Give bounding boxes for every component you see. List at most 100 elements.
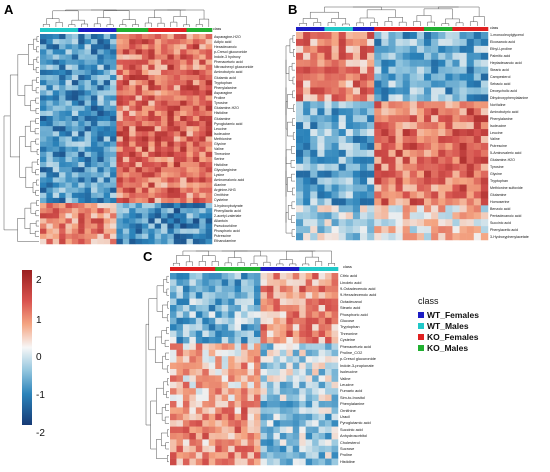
heatmap-cell [338,45,347,54]
row-label: Glucose [340,318,355,323]
heatmap-cell [52,172,60,178]
heatmap-cell [338,163,347,171]
heatmap-cell [345,101,354,109]
heatmap-cell [296,66,304,74]
heatmap-cell [154,100,162,106]
heatmap-cell [97,233,104,240]
heatmap-cell [318,298,326,306]
heatmap-cell [205,223,213,229]
heatmap-cell [40,177,47,183]
dendrogram-branch [35,189,39,196]
heatmap-cell [192,90,200,96]
heatmap-cell [352,73,361,81]
heatmap-cell [388,219,396,227]
heatmap-cell [273,317,281,325]
dendrogram-branch [35,67,39,73]
heatmap-cell [182,426,190,434]
row-label: Alanine [214,183,226,188]
heatmap-cell [208,317,216,325]
heatmap-cell [180,131,187,137]
heatmap-cell [388,163,396,171]
heatmap-cell [202,381,210,389]
heatmap-cell [312,292,319,299]
heatmap-cell [317,73,325,81]
heatmap-cell [97,59,104,65]
heatmap-cell [192,95,200,101]
class-bar-cell [286,267,294,271]
heatmap-cell [286,273,294,280]
class-bar-cell [296,27,304,31]
heatmap-cell [331,170,339,178]
heatmap-cell [388,129,396,137]
class-bar-cell [78,28,85,32]
heatmap-cell [325,362,332,370]
heatmap-cell [103,156,111,163]
heatmap-cell [318,458,326,466]
heatmap-cell [381,212,389,220]
row-label: Histidine [214,162,228,167]
heatmap-cell [310,191,318,199]
heatmap-cell [466,233,475,241]
heatmap-cell [305,394,313,402]
heatmap-cell [318,279,326,287]
row-label: Succinic acid [490,220,511,225]
heatmap-cell [367,212,375,220]
heatmap-cell [195,285,203,293]
heatmap-cell [299,273,306,280]
heatmap-cell [215,324,222,331]
heatmap-cell [438,52,446,60]
row-label: Ornithine [340,407,356,413]
row-label: Fumaric acid [340,388,363,394]
heatmap-cell [129,213,136,219]
heatmap-cell [345,52,354,60]
heatmap-cell [234,394,242,402]
heatmap-cell [46,105,53,112]
heatmap-cell [195,394,203,402]
heatmap-cell [260,394,268,402]
heatmap-cell [148,228,155,235]
heatmap-cell [431,226,439,234]
heatmap-cell [473,129,482,137]
heatmap-cell [199,167,206,173]
class-bar-cell [173,28,181,32]
heatmap-cell [299,305,306,312]
heatmap-cell [473,177,482,185]
heatmap-cell [167,126,175,132]
heatmap-cell [431,184,439,192]
heatmap-cell [215,356,222,363]
heatmap-cell [299,311,306,319]
heatmap-cell [167,213,175,219]
heatmap-cell [452,233,460,241]
heatmap-cell [167,208,175,214]
dendrogram-branch [293,104,295,112]
row-label: Phenyllactic acid [214,208,241,213]
heatmap-cell [208,452,216,459]
heatmap-cell [303,163,311,171]
heatmap-cell [367,66,375,74]
heatmap-cell [279,356,287,363]
heatmap-cell [59,213,66,219]
dendrogram-branch [398,21,407,26]
heatmap-cell [199,105,206,112]
heatmap-cell [338,73,347,81]
heatmap-cell [286,305,294,312]
dendrogram-branch [42,24,50,27]
heatmap-cell [381,87,389,95]
heatmap-cell [116,80,124,86]
heatmap-cell [78,34,85,40]
heatmap-cell [254,426,261,434]
heatmap-cell [254,305,261,312]
row-label: Tryptophan [340,324,360,330]
colorbar [22,270,32,425]
heatmap-cell [402,32,411,40]
heatmap-cell [129,187,136,194]
heatmap-cell [266,433,274,440]
heatmap-cell [52,162,60,168]
heatmap-cell [90,105,98,112]
heatmap-cell [52,156,60,163]
heatmap-cell [374,233,382,241]
heatmap-cell [312,413,319,421]
heatmap-cell [221,279,229,287]
heatmap-cell [148,44,155,50]
heatmap-cell [299,452,306,459]
